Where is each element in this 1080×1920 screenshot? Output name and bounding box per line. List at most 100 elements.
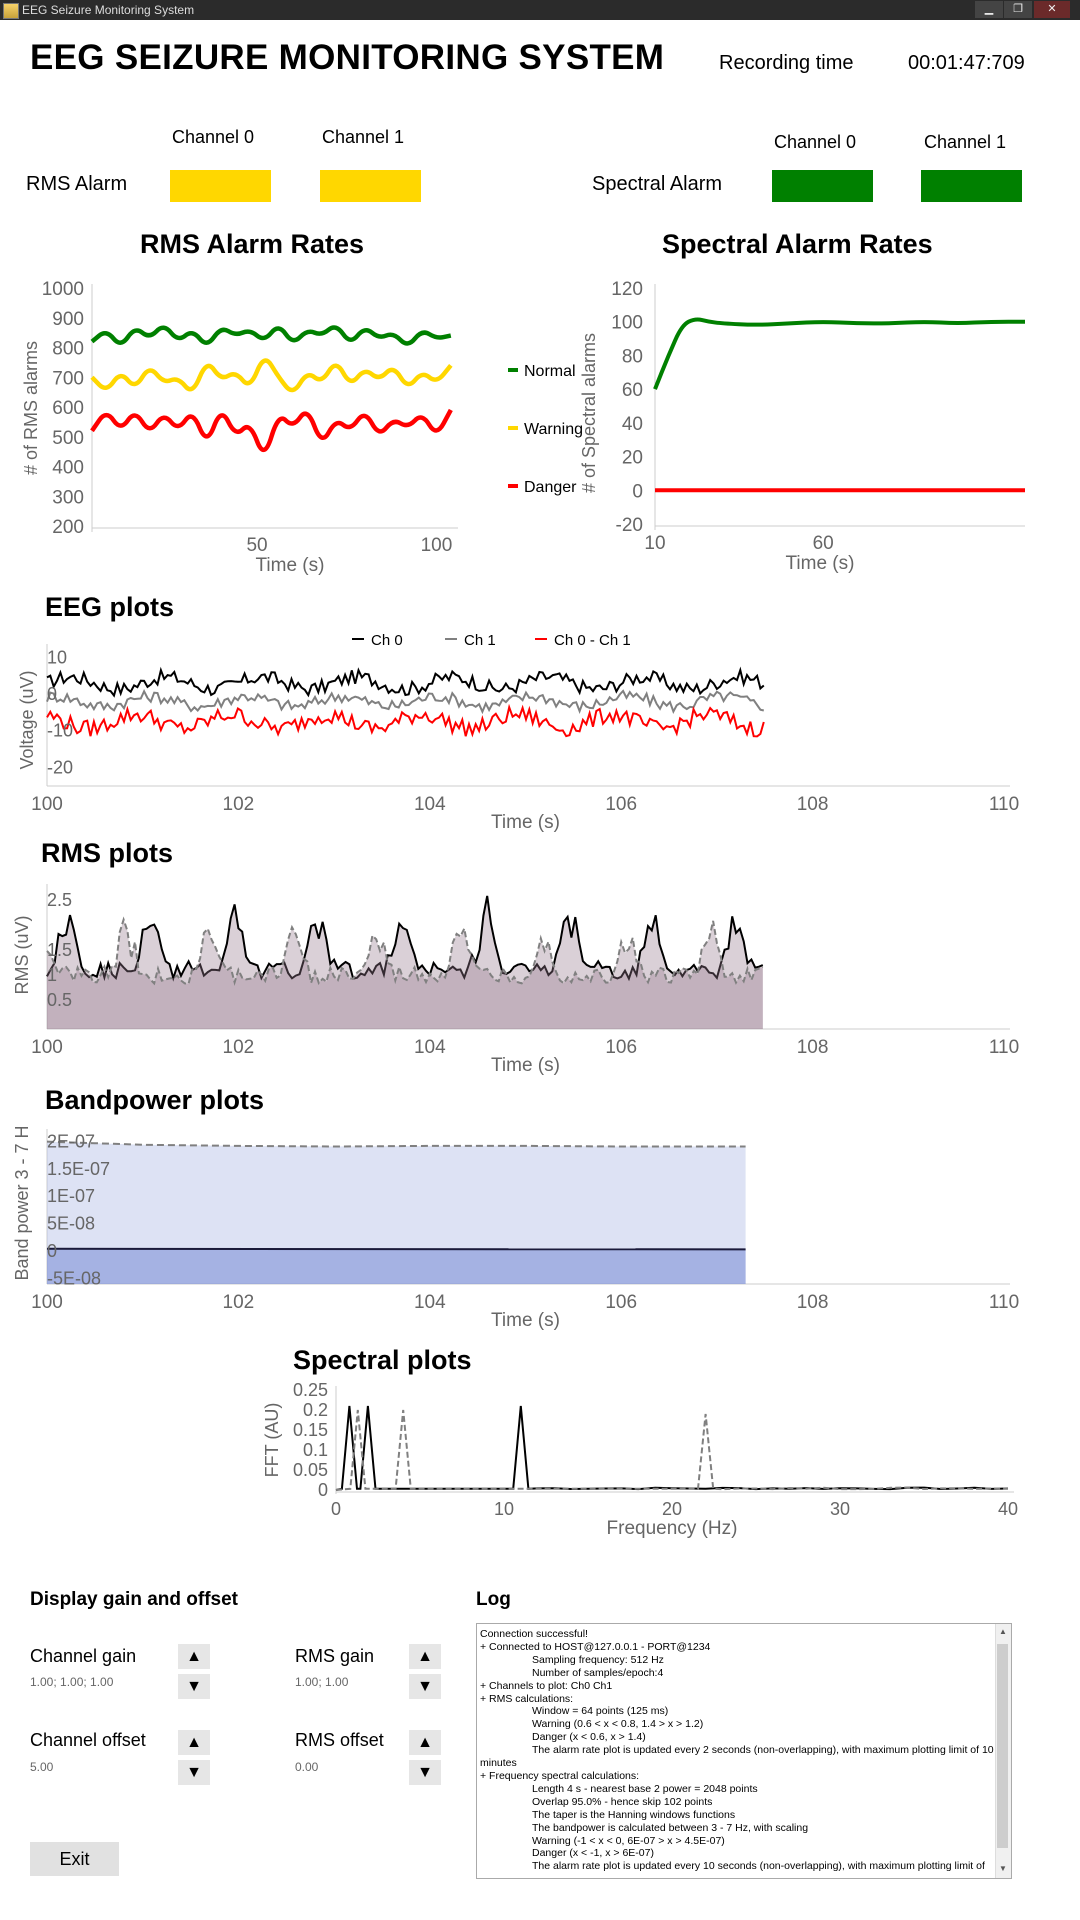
series-line (335, 1405, 1009, 1491)
x-tick-label: 102 (223, 1037, 255, 1058)
scroll-down-icon[interactable]: ▼ (999, 1864, 1007, 1874)
log-title: Log (476, 1589, 511, 1610)
y-tick-label: 0.15 (293, 1420, 328, 1440)
rms-offset-up-button[interactable]: ▲ (409, 1730, 441, 1755)
y-tick-label: -10 (47, 721, 73, 741)
x-tick-label: 108 (797, 794, 829, 815)
log-line: Connection successful! (480, 1628, 588, 1640)
channel-offset-up-button[interactable]: ▲ (178, 1730, 210, 1755)
exit-button[interactable]: Exit (30, 1842, 119, 1876)
minimize-button[interactable]: ▁ (975, 1, 1003, 18)
series-normal-line (653, 317, 1025, 390)
log-line: The taper is the Hanning windows functio… (532, 1808, 736, 1821)
x-tick-label: 104 (414, 1037, 446, 1058)
x-tick-label: 100 (31, 1037, 63, 1058)
y-tick-label: 0.1 (303, 1440, 328, 1460)
y-tick-label: 120 (611, 279, 643, 300)
channel-gain-up-button[interactable]: ▲ (178, 1644, 210, 1669)
rms-offset-value: 0.00 (295, 1760, 319, 1774)
x-tick-label: 108 (797, 1037, 829, 1058)
rms-plots-title: RMS plots (41, 838, 173, 868)
scroll-thumb[interactable] (997, 1644, 1008, 1848)
y-tick-label: 0 (47, 684, 57, 704)
x-tick-label: 102 (223, 1292, 255, 1313)
log-line: + Connected to HOST@127.0.0.1 - PORT@123… (480, 1640, 711, 1653)
y-tick-label: 600 (52, 398, 84, 419)
y-tick-label: 800 (52, 339, 84, 360)
series-normal-line (90, 325, 452, 346)
rms-channel0-label: Channel 0 (172, 127, 255, 147)
series-danger-line (90, 408, 453, 453)
channel-offset-value: 5.00 (30, 1760, 54, 1774)
series-line (46, 666, 765, 698)
spectral-alarm-channel1-indicator (921, 170, 1022, 202)
y-tick-label: 2E-07 (47, 1131, 95, 1151)
x-tick-label: 104 (414, 1292, 446, 1313)
log-line: Danger (x < -1, x > 6E-07) (532, 1847, 654, 1860)
channel-gain-value: 1.00; 1.00; 1.00 (30, 1675, 114, 1689)
log-scrollbar[interactable]: ▲ ▼ (995, 1624, 1011, 1878)
y-tick-label: 0.25 (293, 1380, 328, 1400)
legend-label: Ch 0 - Ch 1 (554, 632, 631, 649)
rms-offset-down-button[interactable]: ▼ (409, 1760, 441, 1785)
series-line (46, 1247, 746, 1251)
x-tick-label: 110 (989, 1037, 1019, 1058)
y-tick-label: 20 (622, 448, 643, 469)
x-tick-label: 100 (31, 1292, 63, 1313)
rms-gain-up-button[interactable]: ▲ (409, 1644, 441, 1669)
channel-gain-down-button[interactable]: ▼ (178, 1674, 210, 1699)
log-line: The bandpower is calculated between 3 - … (532, 1821, 809, 1834)
y-tick-label: -20 (616, 515, 643, 536)
x-tick-label: 50 (246, 535, 267, 556)
bandpower-plots-title: Bandpower plots (45, 1085, 265, 1115)
x-tick-label: 110 (989, 794, 1019, 815)
rms-gain-value: 1.00; 1.00 (295, 1675, 349, 1689)
close-button[interactable]: ✕ (1034, 1, 1070, 18)
log-line: Length 4 s - nearest base 2 power = 2048… (532, 1782, 758, 1795)
y-tick-label: 300 (52, 487, 84, 508)
rms-channel1-label: Channel 1 (322, 127, 405, 147)
x-axis-label: Time (s) (491, 812, 560, 833)
y-axis-label: # of Spectral alarms (579, 333, 599, 493)
bandpower-chart: 100 102 104 106 108 110 Time (s) Band power 3 -… (12, 1125, 1019, 1331)
series-line (46, 703, 765, 738)
rms-rates-title: RMS Alarm Rates (140, 229, 365, 259)
log-line: The alarm rate plot is updated every 10 … (532, 1860, 985, 1873)
series-line (46, 1140, 746, 1148)
y-tick-label: 1 (47, 965, 57, 985)
x-tick-label: 60 (813, 533, 834, 554)
legend-label: Ch 0 (371, 632, 403, 649)
x-axis-label: Time (s) (786, 553, 855, 574)
x-tick-label: 106 (605, 794, 637, 815)
x-tick-label: 100 (421, 535, 453, 556)
series-area (47, 919, 763, 1029)
channel-gain-label: Channel gain (30, 1646, 137, 1666)
spectral-alarm-channel0-indicator (772, 170, 873, 202)
y-axis-label: FFT (AU) (262, 1403, 282, 1478)
spectral-plots-title: Spectral plots (293, 1345, 472, 1375)
maximize-button[interactable]: ❐ (1004, 1, 1032, 18)
log-textbox[interactable]: Connection successful! + Connected to HOS… (476, 1623, 1012, 1879)
y-tick-label: -20 (47, 757, 73, 777)
log-line: Overlap 95.0% - hence skip 102 points (532, 1795, 713, 1808)
rms-chart: 100 102 104 106 108 110 Time (s) RMS (uV) 2.5 1.5… (12, 884, 1019, 1076)
scroll-up-icon[interactable]: ▲ (999, 1627, 1007, 1636)
recording-time-value: 00:01:47:709 (908, 52, 1025, 74)
channel-offset-down-button[interactable]: ▼ (178, 1760, 210, 1785)
y-tick-label: 0 (47, 1241, 57, 1261)
series-line (46, 895, 764, 982)
x-axis-label: Frequency (Hz) (607, 1518, 738, 1539)
rms-gain-down-button[interactable]: ▼ (409, 1674, 441, 1699)
controls-title: Display gain and offset (30, 1589, 238, 1610)
y-tick-label: 0.5 (47, 990, 72, 1010)
legend-label: Ch 1 (464, 632, 496, 649)
y-tick-label: 1.5E-07 (47, 1159, 110, 1179)
y-tick-label: 400 (52, 458, 84, 479)
x-axis-label: Time (s) (491, 1310, 560, 1331)
log-lines: Connection successful! + Connected to HOS… (480, 1628, 994, 1873)
y-tick-label: 10 (47, 647, 67, 667)
log-line: + RMS calculations: (480, 1692, 574, 1705)
rms-alarm-rates-chart: 1000 900 800 700 600 500 400 300 200 50 100 Time (s… (21, 279, 458, 576)
